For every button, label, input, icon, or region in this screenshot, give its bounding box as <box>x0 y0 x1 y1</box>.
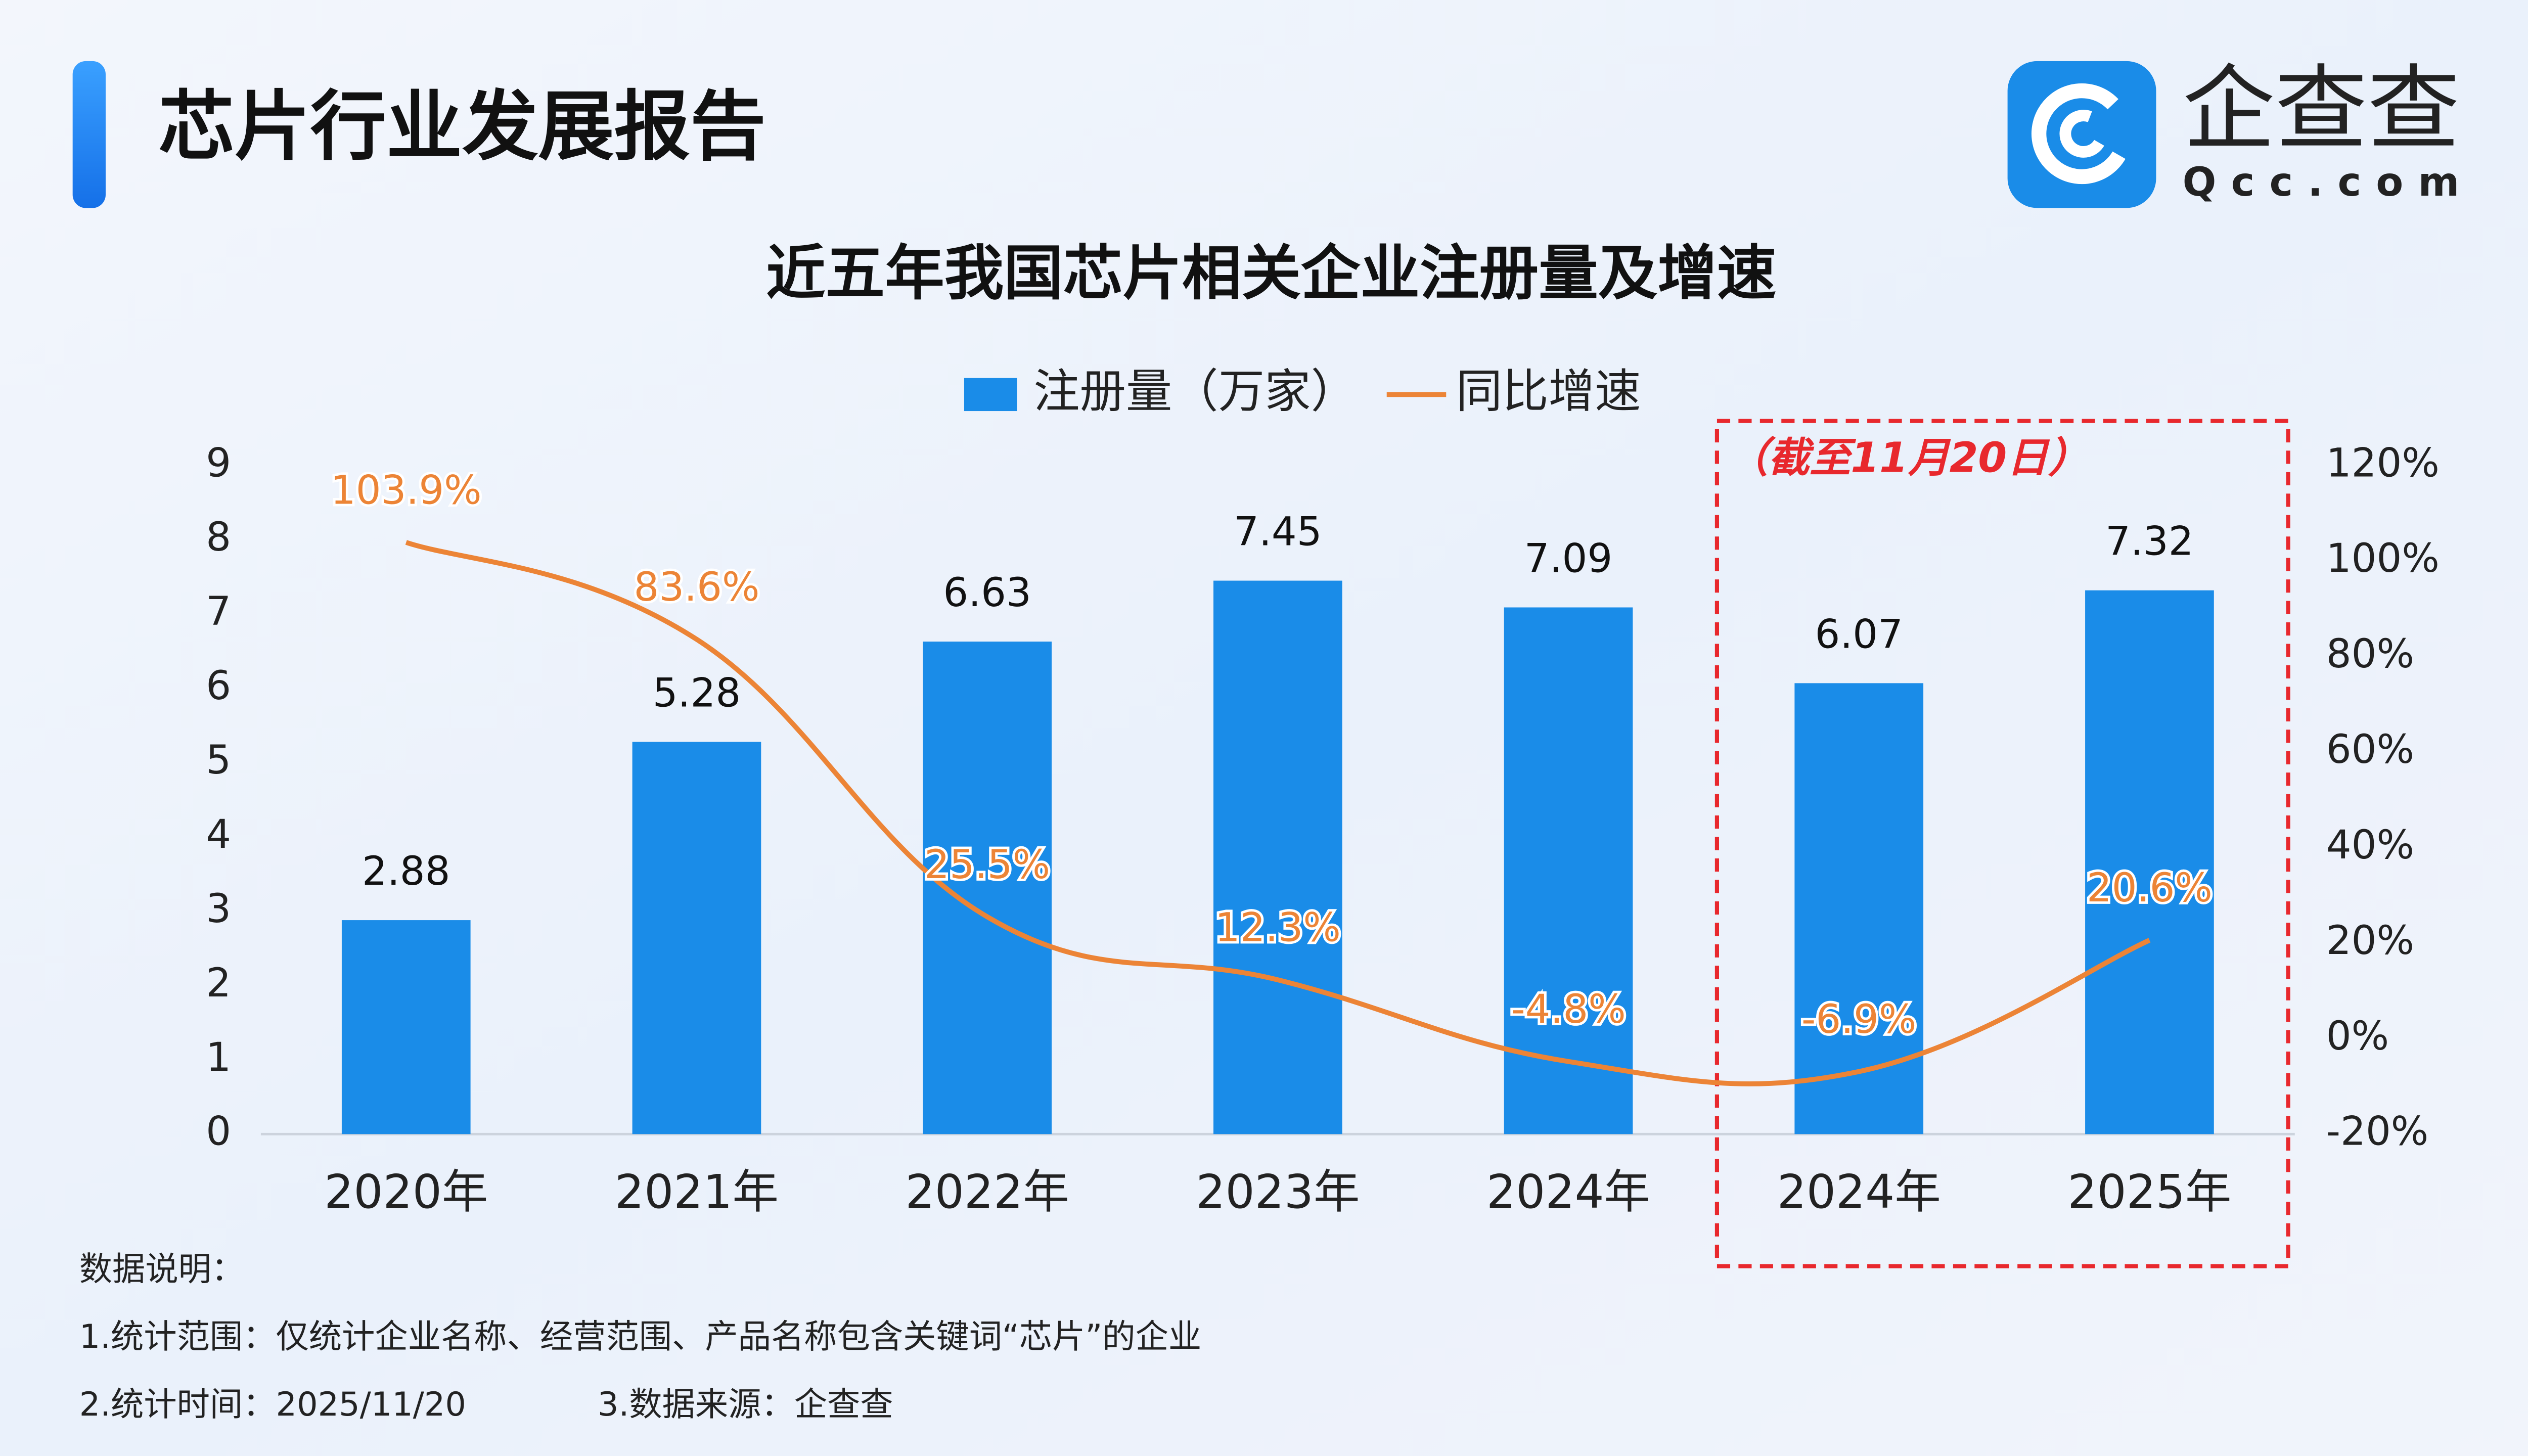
highlight-box <box>1714 419 2290 1268</box>
data-label: 6.07 <box>1815 611 1903 657</box>
data-label: 7.32 <box>2105 519 2193 565</box>
bar <box>632 742 761 1134</box>
y-tick-label: 3 <box>206 886 231 932</box>
legend-swatch <box>964 378 1017 412</box>
x-tick-label: 2021年 <box>615 1165 779 1219</box>
y2-tick-label: 0% <box>2326 1013 2389 1059</box>
y2-tick-label: 60% <box>2326 726 2414 772</box>
legend-label: 注册量（万家） <box>1033 364 1357 418</box>
y2-tick-label: 40% <box>2326 822 2414 868</box>
y-tick-label: 1 <box>206 1034 231 1080</box>
y-tick-label: 8 <box>206 514 231 560</box>
y-tick-label: 0 <box>206 1109 231 1155</box>
page-title: 芯片行业发展报告 <box>158 83 766 171</box>
annotation: （截至11月20日） <box>1727 434 2090 482</box>
line <box>405 540 2151 1086</box>
logo-text: 企查查 <box>2183 56 2460 163</box>
note: 1.统计范围：仅统计企业名称、经营范围、产品名称包含关键词“芯片”的企业 <box>79 1317 1201 1356</box>
bar <box>1504 607 1633 1134</box>
bar <box>341 920 471 1134</box>
data-label: 5.28 <box>653 670 741 716</box>
bar <box>1794 683 1924 1134</box>
data-label: 6.63 <box>943 570 1031 616</box>
x-tick-label: 2024年 <box>1486 1165 1650 1219</box>
line-label: -4.8% <box>1511 986 1626 1032</box>
bar <box>2085 590 2214 1134</box>
chart-title: 近五年我国芯片相关企业注册量及增速 <box>766 239 1776 308</box>
y-tick-label: 9 <box>206 440 231 486</box>
notes-heading: 数据说明： <box>79 1250 244 1288</box>
y-tick-label: 5 <box>206 737 231 783</box>
y2-tick-label: 100% <box>2326 535 2440 581</box>
data-label: 2.88 <box>362 848 450 894</box>
line-label: 20.6% <box>2087 865 2213 911</box>
logo: 企查查 Qcc.com <box>2007 56 2474 208</box>
line-label: 25.5% <box>924 842 1050 888</box>
x-tick-label: 2025年 <box>2067 1165 2231 1219</box>
logo-sub: Qcc.com <box>2183 159 2474 205</box>
y-tick-label: 2 <box>206 960 231 1006</box>
data-label: 7.09 <box>1524 536 1612 582</box>
x-tick-label: 2022年 <box>906 1165 1069 1219</box>
y-tick-label: 4 <box>206 811 231 857</box>
y2-tick-label: 120% <box>2326 440 2440 486</box>
y2-tick-label: 20% <box>2326 918 2414 964</box>
x-tick-label: 2023年 <box>1196 1165 1360 1219</box>
x-tick-label: 2020年 <box>324 1165 488 1219</box>
line-label: 83.6% <box>634 564 759 610</box>
line-label: 103.9% <box>331 467 482 513</box>
logo-icon <box>2007 61 2156 208</box>
y-tick-label: 6 <box>206 663 231 709</box>
x-tick-label: 2024年 <box>1777 1165 1941 1219</box>
legend-label: 同比增速 <box>1456 364 1641 418</box>
y2-tick-label: 80% <box>2326 631 2414 677</box>
y2-tick-label: -20% <box>2326 1109 2428 1155</box>
line-label: -6.9% <box>1801 996 1916 1042</box>
note: 2.统计时间：2025/11/20 <box>79 1385 466 1424</box>
bar <box>1213 580 1342 1134</box>
data-label: 7.45 <box>1234 509 1322 555</box>
logo-ring <box>2031 83 2133 185</box>
title-accent <box>72 61 106 208</box>
line-label: 12.3% <box>1215 905 1341 951</box>
y-tick-label: 7 <box>206 588 231 634</box>
logo-ring-inner <box>2059 110 2108 158</box>
note: 3.数据来源：企查查 <box>598 1385 893 1424</box>
